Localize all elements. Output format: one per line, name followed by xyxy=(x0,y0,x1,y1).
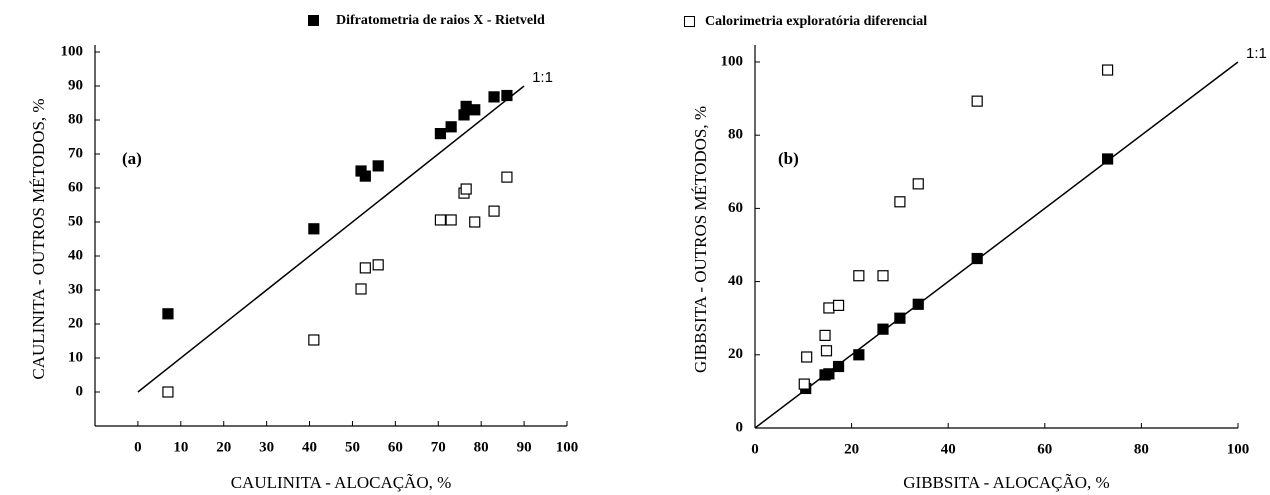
y-tick-label: 70 xyxy=(68,145,83,161)
marker xyxy=(469,104,481,116)
marker xyxy=(372,160,384,172)
marker xyxy=(359,170,371,182)
marker xyxy=(162,308,174,320)
marker xyxy=(501,89,513,102)
marker xyxy=(308,334,320,346)
marker xyxy=(820,345,833,357)
marker xyxy=(445,121,457,133)
y-tick-label: 0 xyxy=(736,419,744,435)
x-tick-label: 80 xyxy=(1134,441,1149,457)
panel-label: (b) xyxy=(778,149,799,168)
marker xyxy=(912,298,924,310)
marker xyxy=(308,223,320,235)
y-tick-label: 60 xyxy=(68,179,83,195)
y-tick-label: 40 xyxy=(68,247,83,263)
marker xyxy=(434,214,447,226)
x-tick-label: 60 xyxy=(388,439,403,455)
y-tick-label: 60 xyxy=(728,200,743,216)
legend-label: Calorimetria exploratória diferencial xyxy=(705,14,927,29)
y-tick-label: 100 xyxy=(61,43,84,59)
y-tick-label: 80 xyxy=(68,111,83,127)
y-tick-label: 90 xyxy=(68,77,83,93)
x-tick-label: 20 xyxy=(216,439,231,455)
marker xyxy=(971,95,983,107)
x-tick-label: 50 xyxy=(345,439,360,455)
marker xyxy=(434,128,447,140)
x-tick-label: 40 xyxy=(941,441,956,457)
x-tick-label: 90 xyxy=(517,439,532,455)
legend-marker xyxy=(684,16,695,27)
marker xyxy=(162,386,174,398)
marker xyxy=(971,252,983,265)
y-tick-label: 20 xyxy=(68,315,83,331)
marker xyxy=(832,299,845,311)
x-tick-label: 70 xyxy=(431,439,446,455)
x-tick-label: 80 xyxy=(474,439,489,455)
marker xyxy=(355,283,367,295)
marker xyxy=(1101,64,1114,76)
marker xyxy=(877,323,889,335)
marker xyxy=(853,349,865,361)
x-axis-title: GIBBSITA - ALOCAÇÃO, % xyxy=(903,473,1109,492)
y-tick-label: 50 xyxy=(68,213,83,229)
marker xyxy=(832,360,845,373)
reference-label: 1:1 xyxy=(532,69,553,86)
y-axis-title: GIBBSITA - OUTROS MÉTODOS, % xyxy=(691,106,710,373)
reference-line xyxy=(137,85,525,393)
marker xyxy=(501,171,513,183)
marker xyxy=(372,259,384,271)
marker xyxy=(894,312,906,324)
y-tick-label: 100 xyxy=(721,53,744,69)
x-axis-title: CAULINITA - ALOCAÇÃO, % xyxy=(231,473,452,492)
marker xyxy=(488,91,500,103)
x-tick-label: 0 xyxy=(134,439,142,455)
marker xyxy=(912,178,924,190)
marker xyxy=(460,183,472,195)
marker xyxy=(853,270,865,282)
y-tick-label: 0 xyxy=(76,383,84,399)
reference-label: 1:1 xyxy=(1246,45,1267,62)
y-tick-label: 80 xyxy=(728,127,743,143)
y-tick-label: 40 xyxy=(728,273,743,289)
x-tick-label: 10 xyxy=(173,439,188,455)
marker xyxy=(823,302,835,314)
panel-label: (a) xyxy=(122,149,142,168)
marker xyxy=(445,214,457,226)
marker xyxy=(877,270,889,282)
x-tick-label: 30 xyxy=(259,439,274,455)
y-axis-title: CAULINITA - OUTROS MÉTODOS, % xyxy=(29,98,48,379)
y-tick-label: 20 xyxy=(728,346,743,362)
marker xyxy=(1101,153,1114,165)
x-tick-label: 20 xyxy=(844,441,859,457)
x-tick-label: 40 xyxy=(302,439,317,455)
x-tick-label: 100 xyxy=(1227,441,1250,457)
legend-marker xyxy=(308,15,319,26)
y-tick-label: 30 xyxy=(68,281,83,297)
marker xyxy=(894,196,906,208)
marker xyxy=(488,205,500,217)
legend-label: Difratometria de raios X - Rietveld xyxy=(336,13,545,28)
marker xyxy=(469,216,481,228)
x-tick-label: 0 xyxy=(751,441,759,457)
x-tick-label: 60 xyxy=(1037,441,1052,457)
marker xyxy=(359,262,371,274)
y-tick-label: 10 xyxy=(68,349,83,365)
marker xyxy=(819,329,831,341)
marker xyxy=(798,378,810,390)
marker xyxy=(823,368,835,380)
x-tick-label: 100 xyxy=(556,439,579,455)
marker xyxy=(801,351,813,363)
